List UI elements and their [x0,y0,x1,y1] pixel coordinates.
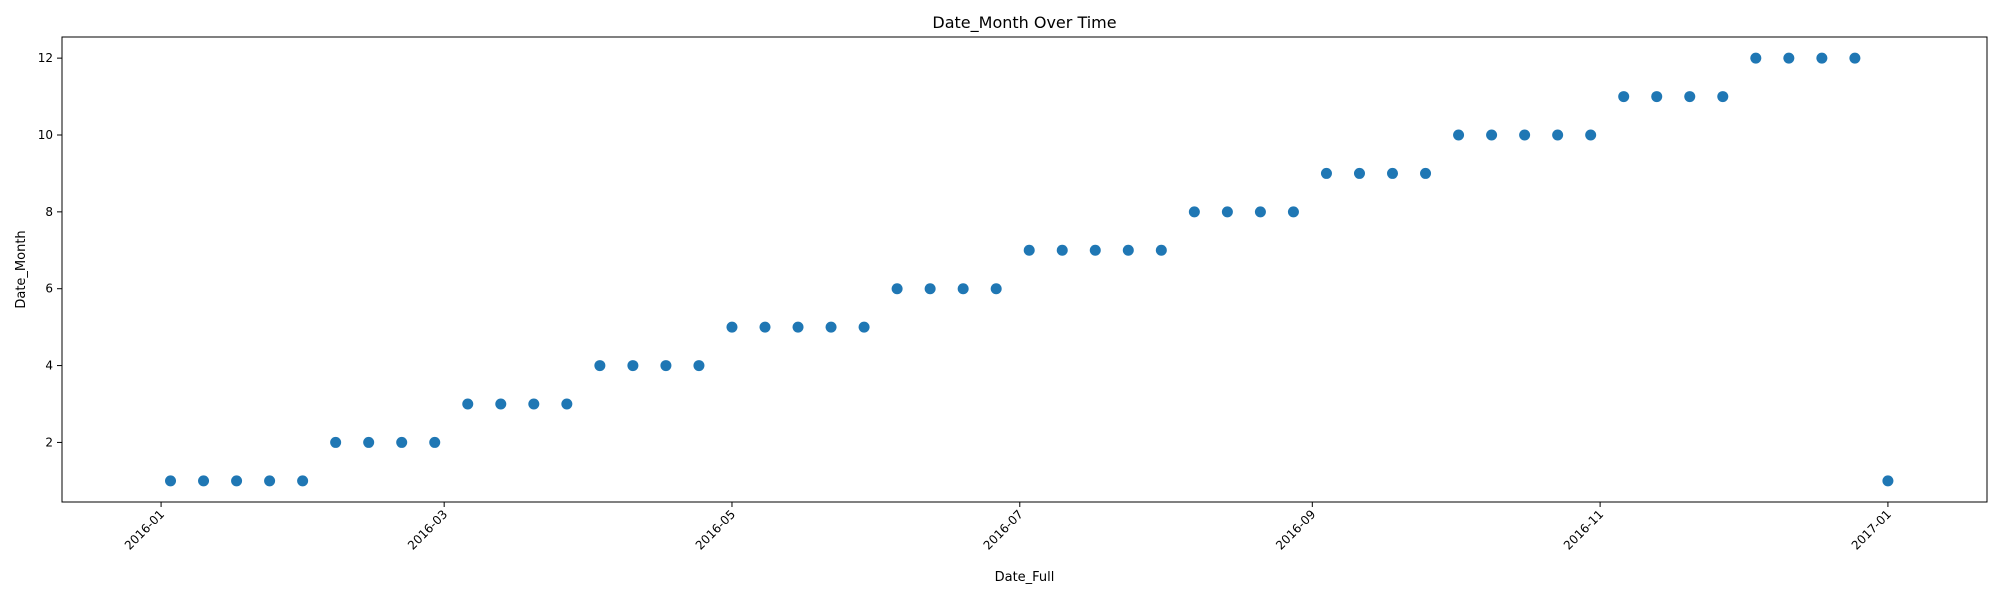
data-point [759,321,771,333]
data-point [561,398,573,410]
data-point [1552,129,1564,141]
data-points [165,52,1894,487]
y-tick-label: 8 [45,205,53,219]
data-point [1750,52,1762,64]
data-point [825,321,837,333]
data-point [990,283,1002,295]
data-point [1320,167,1332,179]
data-point [1353,167,1365,179]
data-point [1651,91,1663,103]
data-point [1816,52,1828,64]
data-point [1023,244,1035,256]
data-point [1221,206,1233,218]
data-point [1387,167,1399,179]
data-point [198,475,210,487]
data-point [1122,244,1134,256]
data-point [1585,129,1597,141]
y-tick-label: 2 [45,435,53,449]
y-tick-label: 6 [45,282,53,296]
data-point [726,321,738,333]
x-axis-label: Date_Full [995,570,1055,585]
data-point [1254,206,1266,218]
data-point [693,360,705,372]
data-point [264,475,276,487]
data-point [297,475,309,487]
y-axis-ticks: 2 4 6 8 10 12 [38,51,62,449]
data-point [1486,129,1498,141]
data-point [330,436,342,448]
plot-frame [61,36,1988,503]
data-point [627,360,639,372]
data-point [957,283,969,295]
y-tick-label: 12 [38,51,53,65]
data-point [165,475,177,487]
data-point [858,321,870,333]
data-point [1089,244,1101,256]
data-point [1882,475,1894,487]
y-tick-label: 10 [38,128,53,142]
data-point [1420,167,1432,179]
data-point [1684,91,1696,103]
data-point [231,475,243,487]
data-point [495,398,507,410]
data-point [1618,91,1630,103]
y-axis-label: Date_Month [14,230,29,308]
data-point [660,360,672,372]
data-point [528,398,540,410]
data-point [1717,91,1729,103]
data-point [1155,244,1167,256]
data-point [924,283,936,295]
data-point [396,436,408,448]
data-point [1188,206,1200,218]
data-point [792,321,804,333]
data-point [1453,129,1465,141]
data-point [429,436,441,448]
data-point [363,436,375,448]
data-point [1056,244,1068,256]
data-point [1287,206,1299,218]
chart-title: Date_Month Over Time [932,13,1116,33]
data-point [1519,129,1531,141]
y-tick-label: 4 [45,359,53,373]
data-point [891,283,903,295]
data-point [1849,52,1861,64]
data-point [462,398,474,410]
data-point [1783,52,1795,64]
data-point [594,360,606,372]
